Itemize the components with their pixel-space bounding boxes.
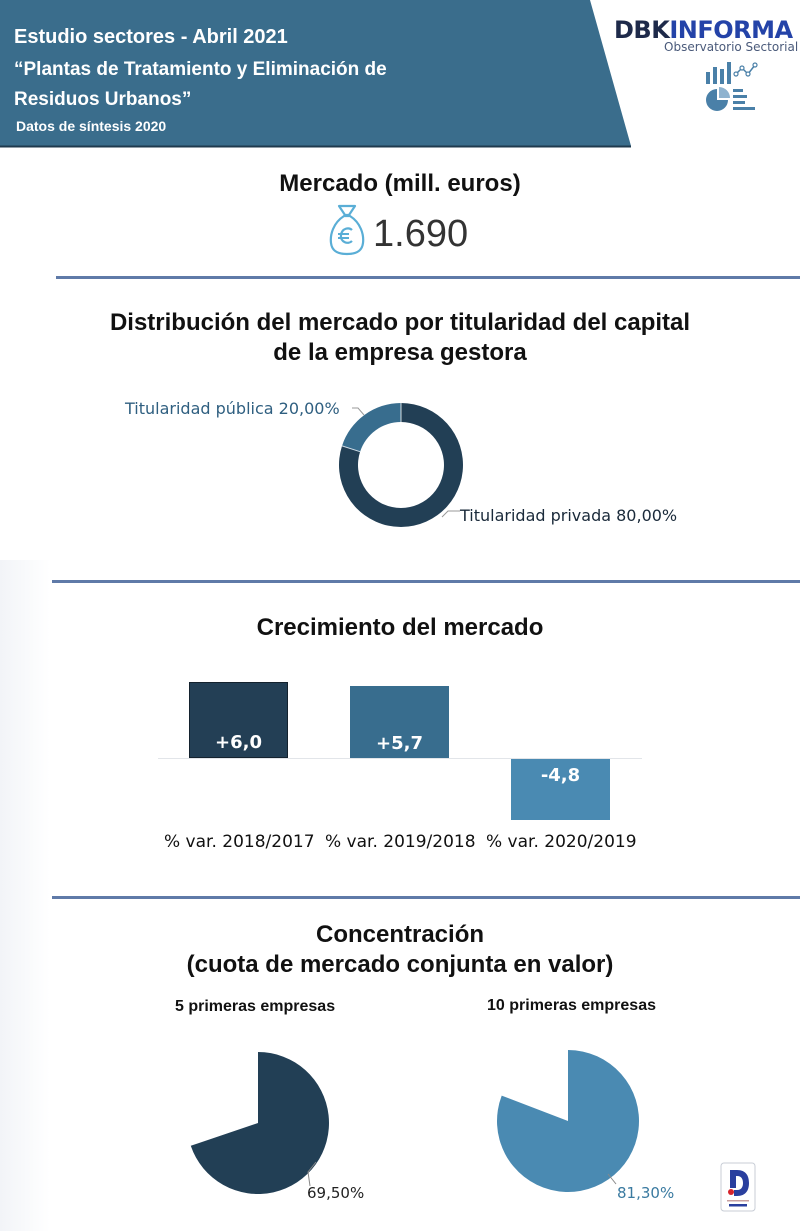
top10-title: 10 primeras empresas — [487, 997, 656, 1014]
top5-title: 5 primeras empresas — [175, 998, 336, 1015]
top10-share-label: 81,30% — [617, 1184, 675, 1202]
ownership-donut-chart — [330, 395, 480, 550]
market-value: 1.690 — [373, 213, 469, 255]
concentration-title-line2: (cuota de mercado conjunta en valor) — [186, 951, 614, 978]
top5-pie-chart — [180, 1045, 340, 1210]
bar-value: +6,0 — [215, 732, 262, 753]
public-leader-line — [352, 407, 365, 416]
chart-analytics-icon — [704, 60, 764, 121]
concentration-title-line1: Concentración — [315, 921, 485, 948]
informa-d-badge-icon — [720, 1162, 756, 1217]
logo-subtitle: Observatorio Sectorial — [664, 40, 799, 54]
top5-leader-line — [307, 1161, 317, 1187]
distribution-title-line1: Distribución del mercado por titularidad… — [109, 309, 691, 336]
header-banner — [0, 0, 632, 148]
category-label: % var. 2020/2019 — [486, 832, 637, 852]
private-leader-line — [441, 510, 460, 518]
market-title: Mercado (mill. euros) — [279, 170, 521, 197]
top10-leader-line — [607, 1173, 617, 1185]
money-bag-euro-icon — [327, 203, 367, 262]
logo-informa: INFORMA — [669, 16, 793, 44]
top10-pie-chart — [490, 1043, 650, 1208]
bar-2018-2017: +6,0 — [189, 682, 288, 758]
distribution-title-line2: de la empresa gestora — [273, 339, 527, 366]
concentration-title: Concentración (cuota de mercado conjunta… — [0, 920, 800, 980]
distribution-title: Distribución del mercado por titularidad… — [0, 308, 800, 368]
top5-share-label: 69,50% — [307, 1184, 365, 1202]
sector-name-line2: Residuos Urbanos” — [14, 89, 192, 110]
sector-name-line1: “Plantas de Tratamiento y Eliminación de — [14, 59, 387, 80]
study-title: Estudio sectores - Abril 2021 — [14, 26, 288, 48]
section-divider — [52, 896, 800, 899]
public-ownership-label: Titularidad pública 20,00% — [125, 399, 340, 418]
logo-dbk: DBK — [614, 16, 670, 44]
bar-value: -4,8 — [540, 765, 581, 786]
category-label: % var. 2018/2017 — [164, 832, 315, 852]
bar-value: +5,7 — [376, 733, 423, 754]
bar-chart-baseline — [158, 758, 642, 759]
dbk-informa-logo: DBKINFORMA — [614, 16, 793, 44]
section-divider — [52, 580, 800, 583]
section-divider — [56, 276, 800, 279]
bar-2020-2019: -4,8 — [511, 759, 610, 820]
category-label: % var. 2019/2018 — [325, 832, 476, 852]
bar-2019-2018: +5,7 — [350, 686, 449, 758]
growth-title: Crecimiento del mercado — [256, 614, 544, 641]
data-year: Datos de síntesis 2020 — [16, 118, 167, 134]
page-shade — [0, 560, 50, 1231]
private-ownership-label: Titularidad privada 80,00% — [460, 506, 678, 525]
